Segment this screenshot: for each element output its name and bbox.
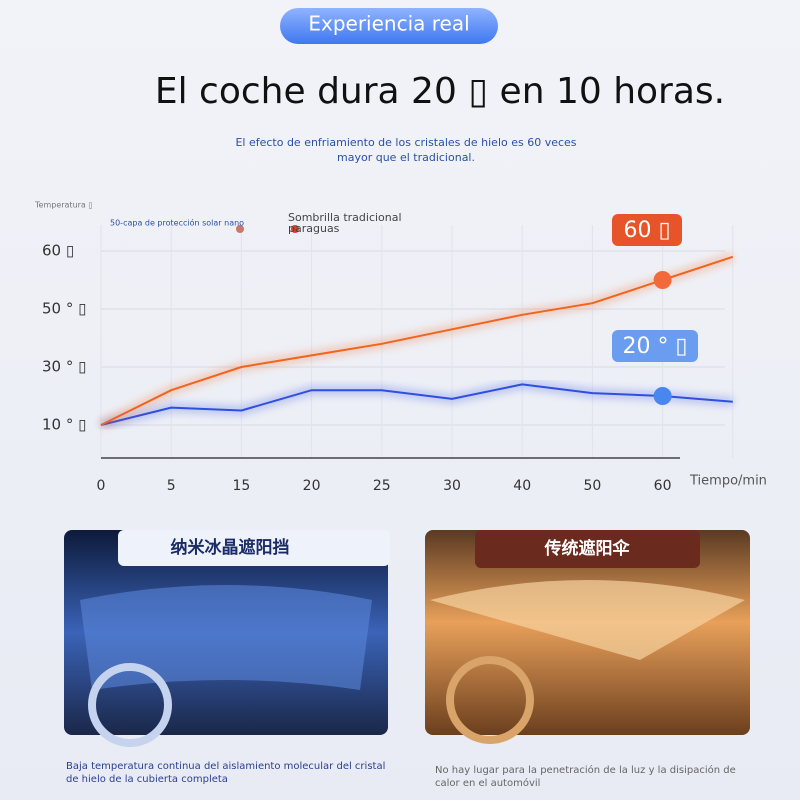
badge-text: Experiencia real [308, 12, 469, 36]
callout-text: 60 ▯ [623, 218, 670, 243]
caption-box: No hay lugar para la penetración de la l… [435, 765, 736, 789]
steering-wheel [88, 663, 172, 747]
x-tick-label: 50 [583, 478, 601, 494]
legend-swatch [291, 225, 299, 233]
y-tick-label: 60 ▯ [42, 242, 74, 260]
highlight-dot [653, 271, 672, 289]
panel-title: 纳米冰晶遮阳挡 [171, 537, 290, 558]
windshield [80, 585, 372, 690]
y-tick-label: 50 ° ▯ [42, 300, 86, 318]
y-tick-label: 30 ° ▯ [42, 358, 86, 376]
x-tick-label: 5 [167, 478, 176, 494]
caption-box: Baja temperatura continua del aislamient… [66, 761, 386, 785]
subtitle: El efecto de enfriamiento de los cristal… [235, 136, 576, 149]
umbrella [430, 580, 745, 660]
x-tick-label: 25 [373, 478, 391, 494]
panel-title: 传统遮阳伞 [544, 538, 631, 559]
callout-bubble [612, 214, 682, 246]
panel-title-box [475, 530, 700, 568]
legend-label: 50-capa de protección solar nano [110, 218, 244, 228]
line [100, 383, 733, 426]
y-tick-label: 10 ° ▯ [42, 416, 86, 434]
steering-wheel [446, 656, 534, 744]
y-axis-title: Temperatura ▯ [34, 201, 93, 210]
x-tick-label: 15 [232, 478, 250, 494]
x-tick-label: 20 [303, 478, 321, 494]
callout-text: 20 ° ▯ [622, 334, 687, 359]
highlight-dot [653, 387, 672, 405]
legend-swatch [236, 225, 244, 233]
legend-box: Sombrilla tradicional paraguas [288, 212, 402, 235]
badge [280, 8, 498, 44]
headline: El coche dura 20 ▯ en 10 horas. [155, 71, 725, 112]
x-axis-title: Tiempo/min [689, 474, 767, 489]
line [100, 255, 734, 426]
legend-label: Sombrilla tradicional paraguas [288, 212, 402, 235]
x-tick-label: 60 [654, 478, 672, 494]
plot: 10 ° ▯ 30 ° ▯ 50 ° ▯ 60 ▯ 0 5 15 20 25 30 40 50 60 50… [42, 212, 735, 494]
panel-title-box [118, 530, 390, 566]
callout-bubble [612, 330, 698, 362]
x-tick-label: 0 [97, 478, 106, 494]
panel-caption: Baja temperatura continua del aislamient… [66, 761, 386, 785]
subtitle: mayor que el tradicional. [337, 151, 475, 164]
x-tick-label: 40 [513, 478, 531, 494]
x-tick-label: 30 [443, 478, 461, 494]
panel-caption: No hay lugar para la penetración de la l… [435, 765, 736, 789]
